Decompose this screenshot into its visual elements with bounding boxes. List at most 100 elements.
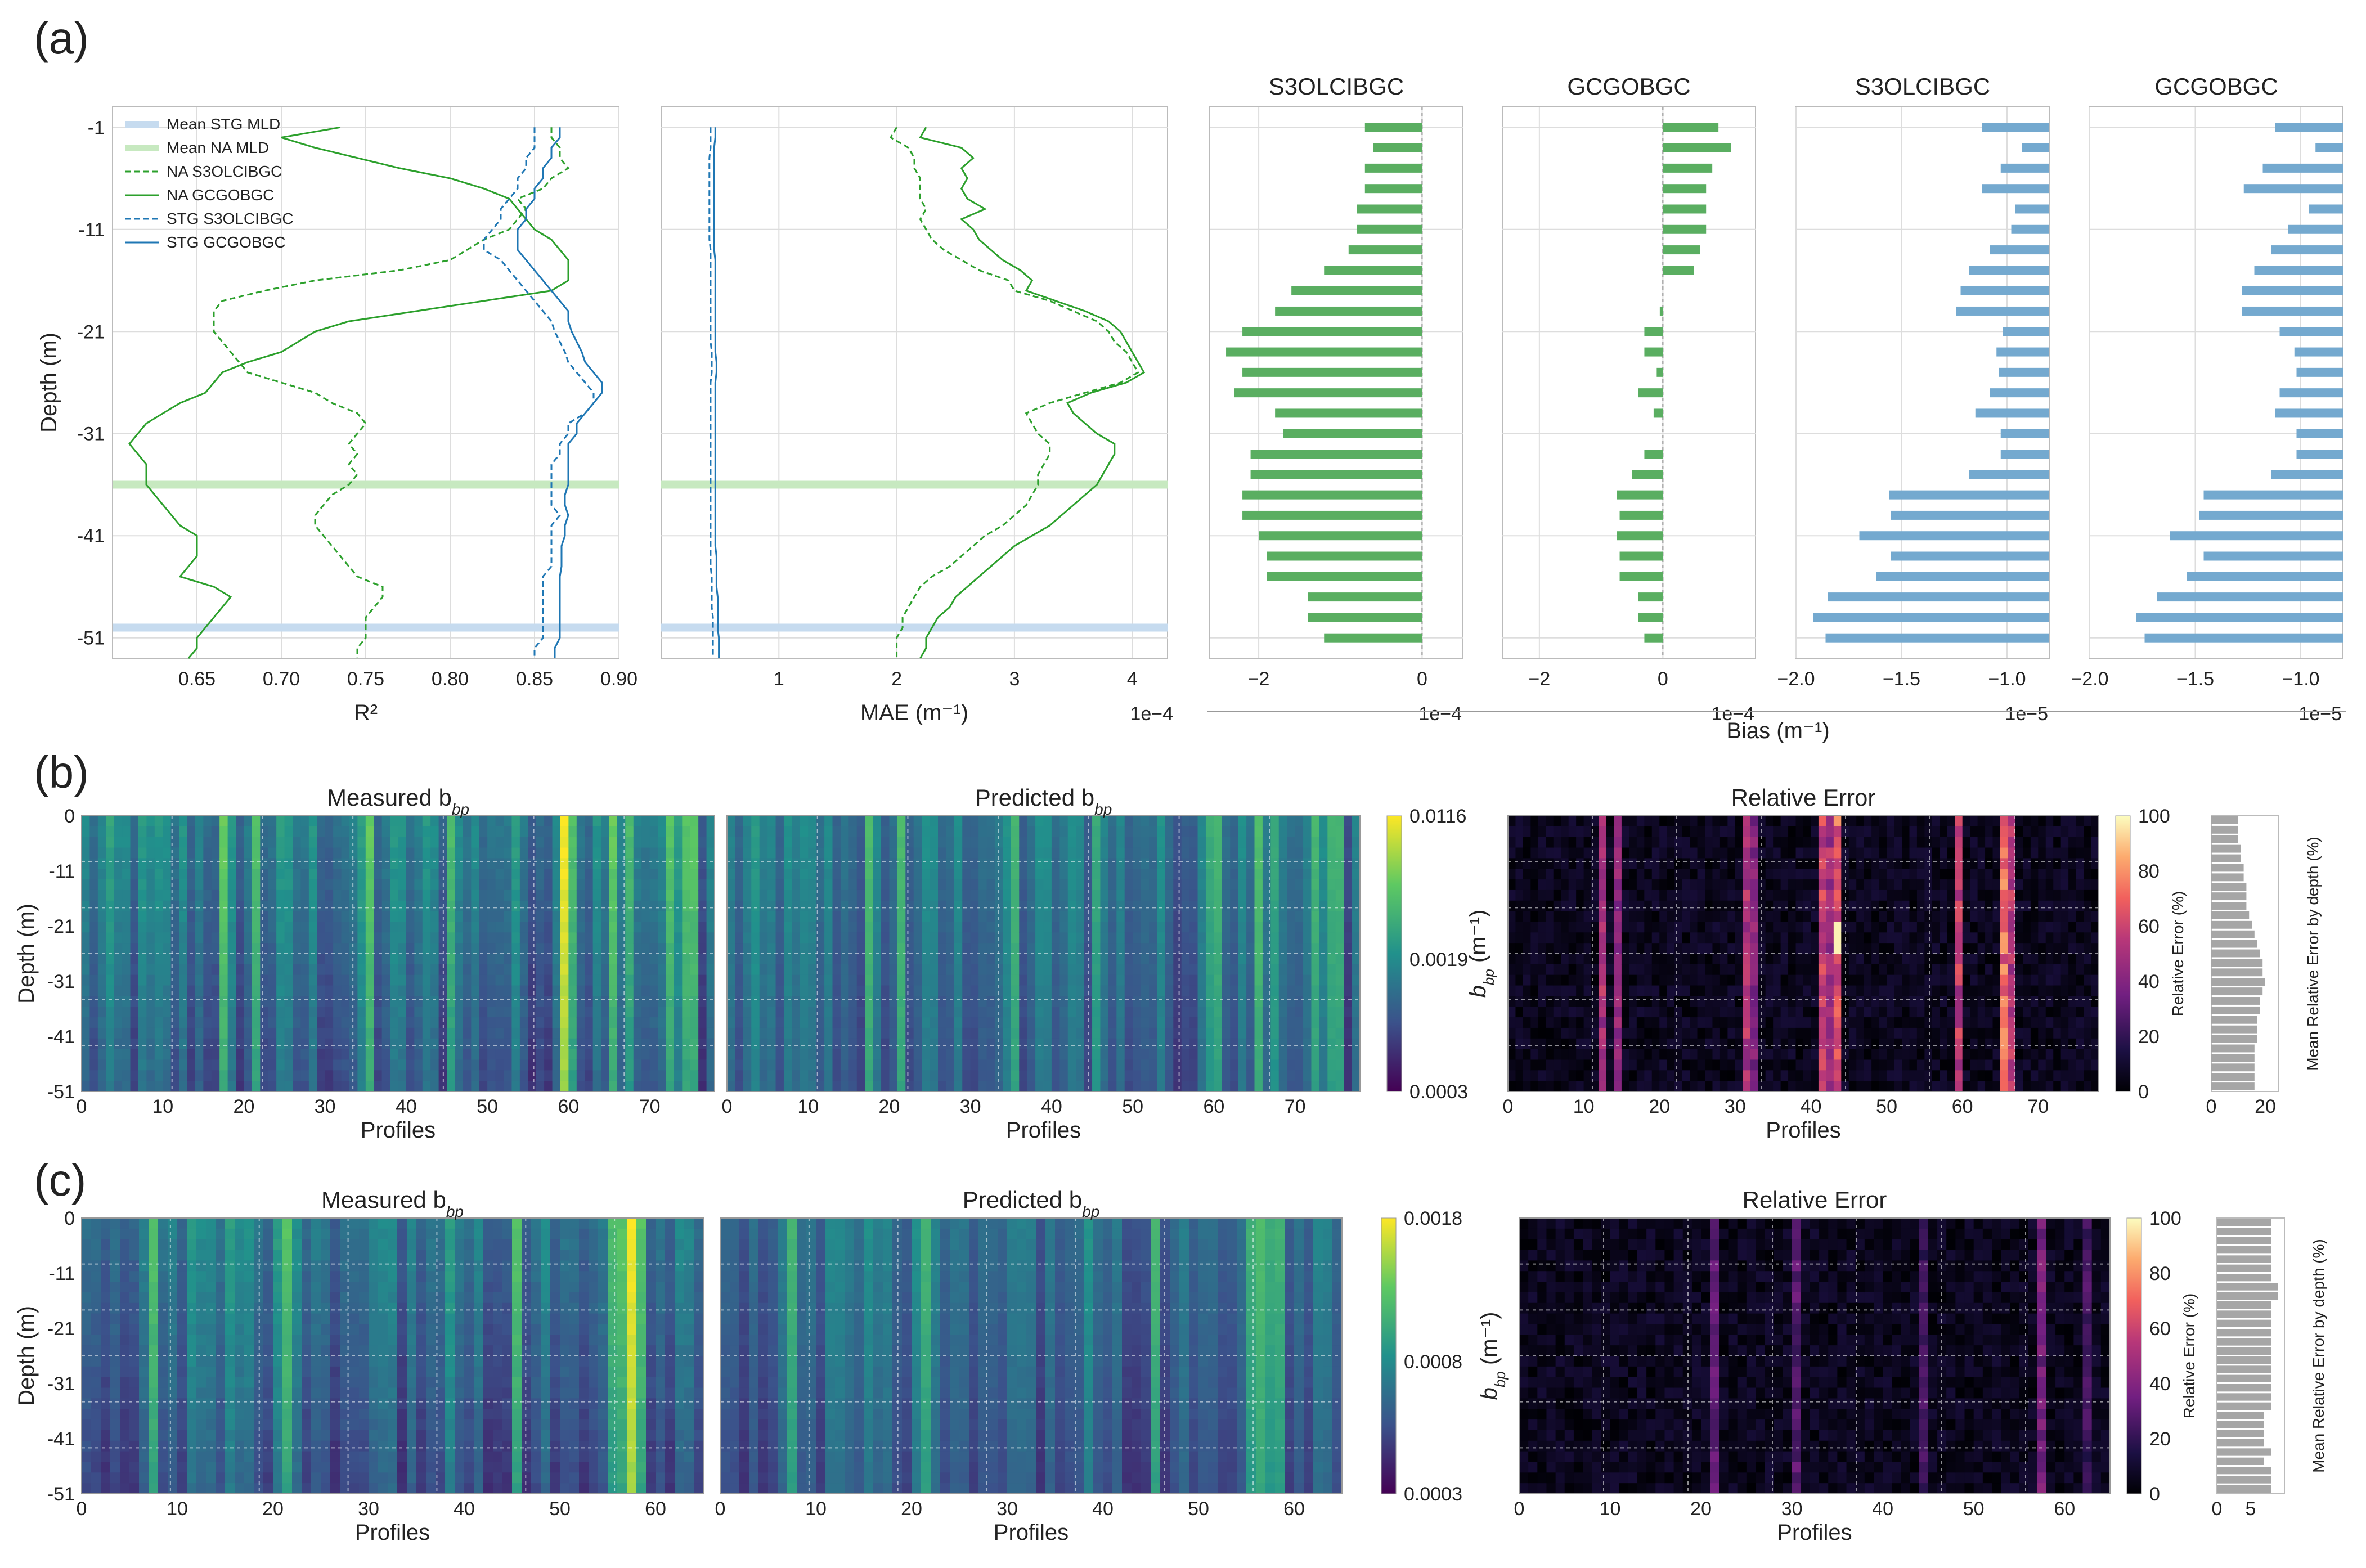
- heatmap-cell: [633, 816, 642, 827]
- heatmap-cell: [471, 900, 480, 912]
- bias-bar: [2279, 388, 2343, 398]
- heatmap-cell: [946, 1007, 955, 1018]
- heatmap-cell: [1303, 985, 1312, 996]
- heatmap-cell: [1591, 900, 1600, 912]
- heatmap-cell: [179, 1081, 188, 1092]
- heatmap-cell: [244, 964, 253, 976]
- heatmap-cell: [544, 1059, 553, 1071]
- heatmap-cell: [1076, 1081, 1085, 1092]
- heatmap-cell: [1659, 1017, 1668, 1028]
- heatmap-cell: [873, 1081, 882, 1092]
- heatmap-cell: [1043, 1027, 1052, 1039]
- heatmap-cell: [552, 1007, 561, 1018]
- heatmap-cell: [601, 911, 610, 923]
- heatmap-cell: [1197, 996, 1206, 1007]
- heatmap-cell: [1092, 943, 1101, 954]
- heatmap-cell: [1546, 1038, 1554, 1050]
- heatmap-cell: [706, 816, 715, 827]
- heatmap-cell: [1546, 816, 1554, 827]
- heatmap-cell: [1599, 879, 1607, 891]
- heatmap-cell: [1003, 847, 1012, 859]
- heatmap-cell: [767, 889, 776, 901]
- heatmap-cell: [293, 943, 302, 954]
- heatmap-cell: [759, 985, 768, 996]
- heatmap-cell: [1644, 964, 1653, 976]
- heatmap-cell: [422, 837, 431, 848]
- heatmap-cell: [1043, 1049, 1052, 1061]
- heatmap-cell: [357, 900, 366, 912]
- heatmap-cell: [930, 1059, 939, 1071]
- heatmap-cell: [1614, 816, 1622, 827]
- heatmap-cell: [585, 932, 594, 944]
- heatmap-cell: [649, 869, 658, 880]
- heatmap-cell: [1043, 1070, 1052, 1081]
- heatmap-cell: [690, 985, 699, 996]
- heatmap-cell: [154, 889, 163, 901]
- heatmap-cell: [873, 1049, 882, 1061]
- heatmap-cell: [122, 1017, 131, 1028]
- heatmap-cell: [1181, 932, 1190, 944]
- heatmap-cell: [913, 985, 922, 996]
- heatmap-cell: [1051, 974, 1060, 986]
- heatmap-cell: [576, 837, 585, 848]
- heatmap-cell: [341, 943, 350, 954]
- heatmap-cell: [922, 1049, 931, 1061]
- heatmap-cell: [922, 1059, 931, 1071]
- bias-bar: [1982, 184, 2049, 194]
- heatmap-cell: [260, 826, 269, 838]
- heatmap-cell: [1124, 954, 1133, 965]
- heatmap-cell: [365, 889, 374, 901]
- heatmap-cell: [1644, 858, 1653, 869]
- heatmap-cell: [792, 1038, 801, 1050]
- heatmap-cell: [922, 858, 931, 869]
- heatmap-cell: [211, 911, 220, 923]
- heatmap-cell: [471, 985, 480, 996]
- heatmap-cell: [1092, 816, 1101, 827]
- heatmap-cell: [1092, 911, 1101, 923]
- heatmap-cell: [889, 1017, 898, 1028]
- heatmap-cell: [1311, 1038, 1320, 1050]
- heatmap-cell: [138, 1081, 147, 1092]
- heatmap-cell: [1043, 1017, 1052, 1028]
- heatmap-cell: [1019, 1049, 1028, 1061]
- heatmap-cell: [1621, 922, 1629, 933]
- heatmap-cell: [276, 932, 285, 944]
- heatmap-cell: [609, 858, 618, 869]
- heatmap-cell: [1100, 1049, 1109, 1061]
- heatmap-cell: [1614, 1027, 1622, 1039]
- heatmap-cell: [913, 1049, 922, 1061]
- heatmap-cell: [946, 1081, 955, 1092]
- heatmap-cell: [1116, 900, 1125, 912]
- heatmap-cell: [658, 996, 667, 1007]
- heatmap-cell: [946, 911, 955, 923]
- bias-bar: [1364, 163, 1422, 173]
- y-tick-label: -1: [88, 117, 105, 138]
- heatmap-cell: [227, 1007, 236, 1018]
- heatmap-cell: [585, 826, 594, 838]
- bias-bar: [2254, 266, 2343, 275]
- heatmap-cell: [601, 974, 610, 986]
- heatmap-cell: [832, 932, 841, 944]
- heatmap-cell: [1568, 1007, 1577, 1018]
- heatmap-cell: [856, 954, 865, 965]
- heatmap-cell: [195, 974, 204, 986]
- heatmap-cell: [447, 943, 456, 954]
- heatmap-cell: [138, 847, 147, 859]
- heatmap-cell: [800, 879, 809, 891]
- heatmap-cell: [865, 847, 874, 859]
- heatmap-cell: [211, 996, 220, 1007]
- heatmap-cell: [1629, 1007, 1637, 1018]
- heatmap-cell: [260, 869, 269, 880]
- heatmap-cell: [986, 1017, 995, 1028]
- heatmap-cell: [244, 900, 253, 912]
- heatmap-cell: [633, 858, 642, 869]
- heatmap-cell: [1108, 911, 1117, 923]
- heatmap-cell: [390, 826, 399, 838]
- heatmap-cell: [1319, 911, 1328, 923]
- heatmap-cell: [528, 974, 537, 986]
- heatmap-cell: [905, 932, 914, 944]
- heatmap-cell: [511, 889, 520, 901]
- heatmap-cell: [1116, 889, 1125, 901]
- heatmap-cell: [1051, 858, 1060, 869]
- heatmap-cell: [455, 869, 464, 880]
